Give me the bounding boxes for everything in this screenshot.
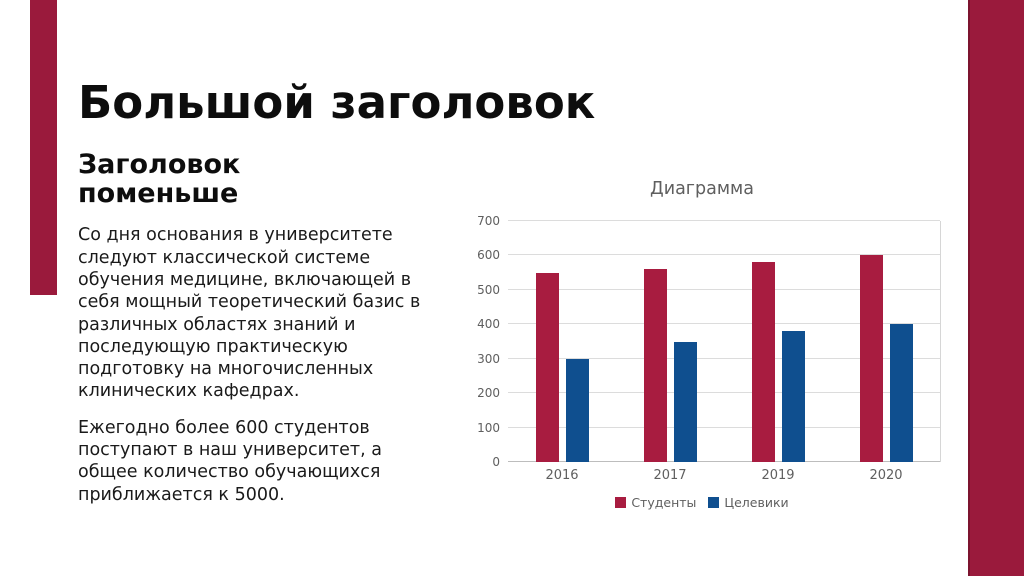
x-axis-labels: 2016 2017 2019 2020 [508, 468, 940, 483]
gridline-200 [508, 392, 940, 394]
bar-group-2016 [508, 221, 616, 462]
y-axis-tick-700: 700 [477, 214, 500, 228]
chart-title: Диаграмма [650, 179, 754, 199]
bar-2019-Целевики [781, 331, 805, 462]
chart-plot [508, 220, 941, 462]
bar-group-2020 [832, 221, 940, 462]
bar-group-2017 [616, 221, 724, 462]
y-axis-tick-400: 400 [477, 317, 500, 332]
gridline-600 [508, 254, 940, 256]
legend-item-celeviki: Целевики [708, 495, 789, 510]
right-accent-panel [968, 0, 1024, 576]
y-axis-labels: 0 100 200 300 400 500 600 700 [430, 214, 500, 469]
legend-item-students: Студенты [615, 495, 696, 510]
bar-2017-Студенты [643, 269, 667, 462]
x-axis-tick-2020: 2020 [869, 468, 903, 483]
body-paragraph-2: Ежегодно более 600 студентов поступают в… [78, 417, 382, 505]
body-paragraph-1: Со дня основания в университете следуют … [78, 225, 421, 402]
gridline-100 [508, 426, 940, 428]
bar-group-2019 [724, 221, 832, 462]
bar-2017-Целевики [673, 341, 697, 462]
y-axis-tick-0: 0 [492, 455, 500, 469]
x-axis-tick-2016: 2016 [545, 468, 579, 483]
bar-2020-Студенты [859, 255, 883, 462]
gridline-500 [508, 288, 940, 290]
slide-subtitle: Заголовок поменьше [78, 149, 241, 210]
gridline-300 [508, 357, 940, 359]
bar-2019-Студенты [751, 262, 775, 462]
y-axis-tick-600: 600 [477, 248, 500, 263]
legend-label-students: Студенты [631, 495, 697, 510]
y-axis-tick-500: 500 [477, 282, 500, 297]
gridline-400 [508, 323, 940, 325]
legend-swatch-celeviki [708, 497, 720, 508]
legend-label-celeviki: Целевики [724, 495, 789, 510]
slide-title: Большой заголовок [78, 76, 596, 130]
y-axis-tick-300: 300 [477, 351, 500, 366]
bar-2016-Студенты [535, 272, 559, 462]
left-accent-bar [30, 0, 57, 295]
bar-2016-Целевики [565, 358, 589, 462]
y-axis-tick-100: 100 [477, 420, 500, 435]
bar-groups [508, 221, 940, 462]
bar-chart: Диаграмма 0 100 200 300 400 500 600 700 2016 201… [460, 0, 944, 576]
gridline-700 [508, 220, 940, 221]
x-axis-tick-2019: 2019 [761, 468, 795, 483]
gridline-0 [508, 461, 940, 462]
chart-legend: Студенты Целевики [460, 495, 944, 510]
legend-swatch-students [615, 497, 627, 508]
y-axis-tick-200: 200 [477, 386, 500, 401]
text-column: Заголовок поменьше Со дня основания в уни… [78, 150, 432, 520]
bar-2020-Целевики [889, 324, 913, 462]
x-axis-tick-2017: 2017 [653, 468, 687, 483]
